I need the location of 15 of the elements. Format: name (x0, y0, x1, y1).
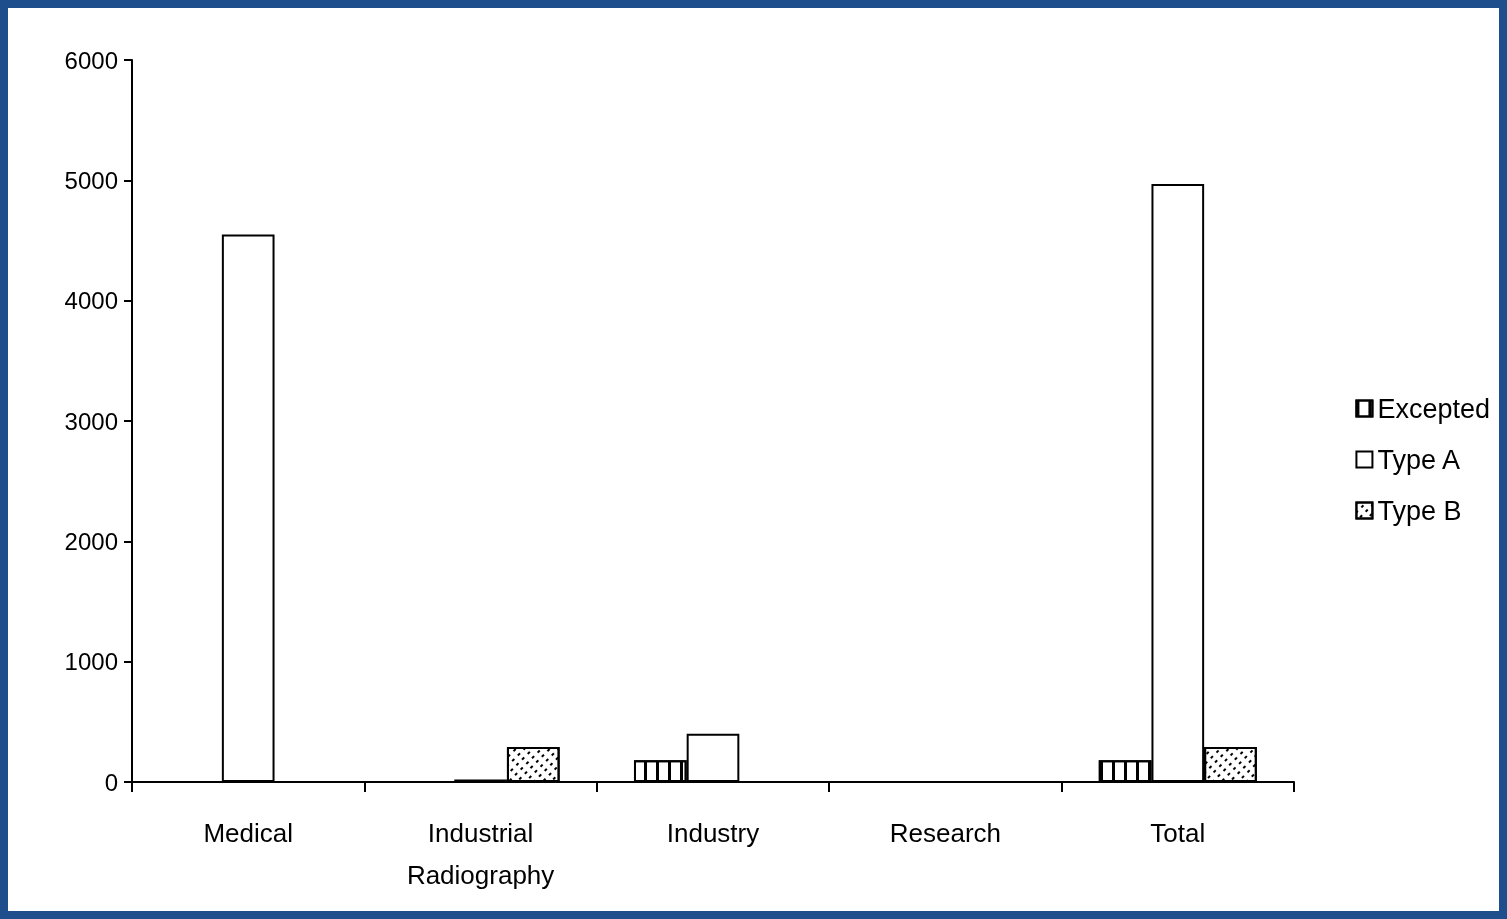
legend-label: Excepted (1377, 393, 1490, 424)
y-tick-label: 4000 (64, 287, 118, 315)
x-tick-label: Medical (203, 818, 293, 848)
x-tick-label: Total (1150, 818, 1206, 848)
y-tick-label: 0 (104, 768, 118, 796)
x-tick-label: Industrial Radiography (406, 818, 555, 890)
y-tick-label: 2000 (64, 527, 118, 555)
y-tick-label: 3000 (64, 407, 118, 435)
x-tick-label: Research (889, 818, 1002, 848)
legend-label: Type A (1377, 444, 1460, 475)
x-tick-label: Industry (666, 818, 760, 848)
y-tick-label: 1000 (64, 648, 118, 676)
y-tick-label: 5000 (64, 166, 118, 194)
legend-label: Type B (1377, 495, 1462, 526)
y-tick-label: 6000 (64, 46, 118, 74)
